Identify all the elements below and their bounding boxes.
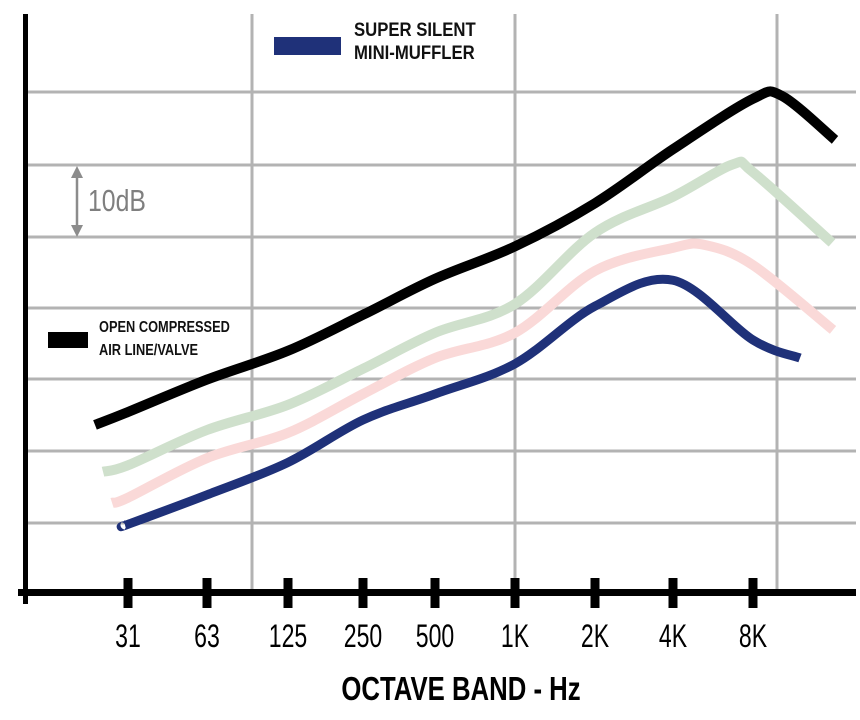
legend-open-air-line: OPEN COMPRESSED AIR LINE/VALVE xyxy=(48,316,263,362)
legend-mini-muffler: SUPER SILENT MINI-MUFFLER xyxy=(274,20,492,65)
legend-mini-muffler-line1: SUPER SILENT xyxy=(354,20,476,41)
db-scale-label: 10dB xyxy=(88,183,146,218)
x-tick-label: 1K xyxy=(500,618,530,654)
open-air-line-legend-swatch xyxy=(48,332,88,348)
axes xyxy=(18,14,856,608)
gridlines xyxy=(27,14,856,590)
legend-open-air-line2: AIR LINE/VALVE xyxy=(99,342,199,359)
x-tick-label: 125 xyxy=(268,618,308,654)
legend-open-air-line1: OPEN COMPRESSED xyxy=(99,319,230,336)
x-tick-label: 63 xyxy=(194,618,220,654)
mini-muffler-legend-swatch xyxy=(274,37,341,55)
x-tick-label: 2K xyxy=(580,618,610,654)
x-tick-label: 31 xyxy=(115,618,141,654)
db-scale-arrow xyxy=(71,166,83,237)
noise-level-curves xyxy=(93,86,839,532)
x-tick-label: 4K xyxy=(658,618,688,654)
x-tick-label: 250 xyxy=(343,618,383,654)
legend-mini-muffler-line2: MINI-MUFFLER xyxy=(354,43,475,64)
x-tick-label: 500 xyxy=(415,618,455,654)
x-tick-label: 8K xyxy=(738,618,768,654)
x-axis-title: OCTAVE BAND - Hz xyxy=(341,670,581,707)
